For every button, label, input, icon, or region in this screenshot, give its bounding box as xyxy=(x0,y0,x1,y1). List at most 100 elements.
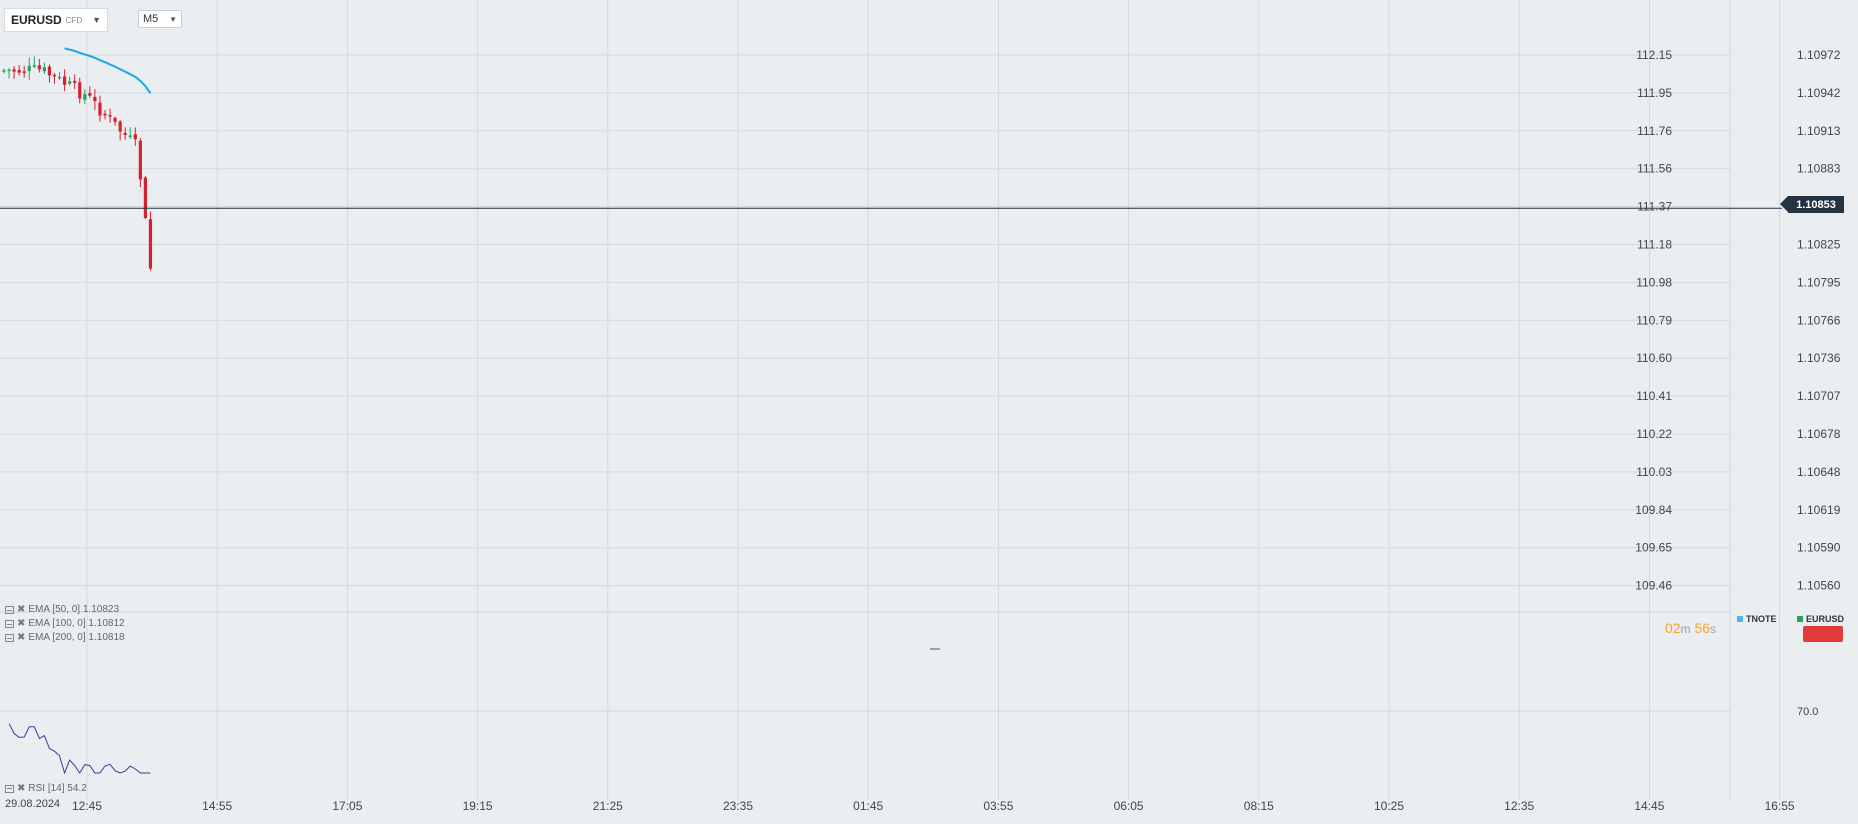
y-tick-left: 111.76 xyxy=(1637,124,1672,138)
candle-body xyxy=(22,71,26,73)
start-date-label: 29.08.2024 xyxy=(5,798,61,810)
candle-body xyxy=(2,70,6,72)
y-tick-left: 111.37 xyxy=(1637,200,1672,214)
y-tick-left: 111.56 xyxy=(1637,162,1672,176)
ema-50-line xyxy=(64,47,152,94)
symbol-tag: CFD xyxy=(65,15,83,25)
indicator-label: EMA [200, 0] 1.10818 xyxy=(28,632,125,643)
y-tick-right: 1.10972 xyxy=(1797,48,1841,62)
candle-body xyxy=(7,69,11,72)
candle-body xyxy=(68,81,72,84)
x-axis: 12:45 14:55 17:05 19:15 21:25 23:35 01:45 03:55… xyxy=(72,799,1795,813)
y-tick-right: 1.10590 xyxy=(1797,541,1841,555)
legend-tnote[interactable]: TNOTE xyxy=(1737,614,1777,624)
y-tick-right: 1.10560 xyxy=(1797,579,1841,593)
settings-icon[interactable] xyxy=(5,634,14,642)
timeframe-value: M5 xyxy=(143,13,159,25)
settings-icon[interactable] xyxy=(5,620,14,628)
candle-body xyxy=(103,113,107,116)
indicator-ema-50[interactable]: ✖ EMA [50, 0] 1.10823 xyxy=(5,603,125,617)
x-tick: 19:15 xyxy=(463,799,493,813)
close-icon[interactable]: ✖ xyxy=(17,783,26,794)
x-tick: 01:45 xyxy=(853,799,883,813)
countdown-m-unit: m xyxy=(1680,622,1691,636)
x-tick: 12:45 xyxy=(72,799,102,813)
countdown-seconds: 56 xyxy=(1694,620,1711,636)
x-tick: 08:15 xyxy=(1244,799,1274,813)
candle-body xyxy=(63,76,67,85)
rsi-indicator-label[interactable]: ✖ RSI [14] 54.2 xyxy=(5,783,87,794)
y-tick-right: 1.10942 xyxy=(1797,86,1841,100)
close-icon[interactable]: ✖ xyxy=(17,632,26,643)
indicator-label: EMA [50, 0] 1.10823 xyxy=(28,604,120,615)
x-tick: 10:25 xyxy=(1374,799,1404,813)
candle-body xyxy=(17,70,21,73)
y-tick-left: 109.84 xyxy=(1635,503,1672,517)
y-tick-right: 1.10707 xyxy=(1797,389,1841,403)
chart-grid xyxy=(0,0,1781,800)
symbol-name: EURUSD xyxy=(11,13,62,27)
close-icon[interactable]: ✖ xyxy=(17,604,26,615)
indicator-ema-200[interactable]: ✖ EMA [200, 0] 1.10818 xyxy=(5,631,125,645)
indicator-label: EMA [100, 0] 1.10812 xyxy=(28,618,125,629)
countdown-s-unit: s xyxy=(1710,622,1717,636)
y-tick-right: 1.10883 xyxy=(1797,162,1841,176)
legend-label: EURUSD xyxy=(1806,614,1845,624)
legend-swatch xyxy=(1797,616,1803,622)
y-tick-left: 112.15 xyxy=(1636,48,1672,62)
sell-button[interactable] xyxy=(1803,626,1843,642)
candle-body xyxy=(143,177,147,219)
y-tick-left: 110.22 xyxy=(1636,427,1672,441)
symbol-selector[interactable]: EURUSD CFD ▼ xyxy=(4,8,109,32)
candle-body xyxy=(12,69,16,72)
rsi-line xyxy=(8,723,151,775)
pane-resize-handle[interactable] xyxy=(930,648,940,650)
y-tick-right: 1.10913 xyxy=(1797,124,1841,138)
rsi-label-text: RSI [14] 54.2 xyxy=(28,783,87,794)
x-tick: 23:35 xyxy=(723,799,753,813)
x-tick: 14:45 xyxy=(1634,799,1664,813)
candle-body xyxy=(27,65,31,72)
y-tick-left: 109.46 xyxy=(1635,579,1672,593)
candle-body xyxy=(108,115,112,117)
candle-body xyxy=(78,82,82,99)
timeframe-select[interactable]: M5 ▼ xyxy=(138,10,182,28)
candle-body xyxy=(128,135,132,137)
x-tick: 14:55 xyxy=(202,799,232,813)
candle-body xyxy=(88,93,92,96)
x-tick: 16:55 xyxy=(1765,799,1795,813)
candle-body xyxy=(83,94,87,100)
candle-body xyxy=(52,74,57,77)
x-tick: 03:55 xyxy=(983,799,1013,813)
candles xyxy=(2,56,153,271)
candle-body xyxy=(133,134,137,140)
close-icon[interactable]: ✖ xyxy=(17,618,26,629)
current-price-tag: 1.10853 xyxy=(1780,196,1844,213)
y-tick-left: 111.95 xyxy=(1637,86,1672,100)
y-tick-left: 110.79 xyxy=(1636,313,1672,327)
indicator-ema-100[interactable]: ✖ EMA [100, 0] 1.10812 xyxy=(5,617,125,631)
candle-body xyxy=(118,121,122,132)
y-tick-left: 109.65 xyxy=(1635,541,1672,555)
candle-body xyxy=(37,65,41,70)
y-tick-left: 110.60 xyxy=(1636,351,1672,365)
chevron-down-icon[interactable]: ▼ xyxy=(92,15,102,25)
current-price-value: 1.10853 xyxy=(1796,198,1836,211)
settings-icon[interactable] xyxy=(5,606,14,614)
chevron-down-icon: ▼ xyxy=(169,14,177,24)
y-tick-left: 110.03 xyxy=(1636,465,1672,479)
y-tick-left: 110.41 xyxy=(1636,389,1672,403)
y-tick-left: 110.98 xyxy=(1636,275,1672,289)
candle-body xyxy=(148,219,153,269)
y-axis-right: 1.10972 1.10942 1.10913 1.10883 1.10853 1.108… xyxy=(1797,48,1841,593)
legend-eurusd[interactable]: EURUSD xyxy=(1797,614,1844,624)
candle-body xyxy=(47,66,52,76)
x-tick: 12:35 xyxy=(1504,799,1534,813)
legend-swatch xyxy=(1737,616,1743,622)
candle-body xyxy=(42,67,46,72)
candle-body xyxy=(138,140,142,180)
settings-icon[interactable] xyxy=(5,784,14,793)
candle-body xyxy=(93,96,97,102)
x-tick: 06:05 xyxy=(1114,799,1144,813)
